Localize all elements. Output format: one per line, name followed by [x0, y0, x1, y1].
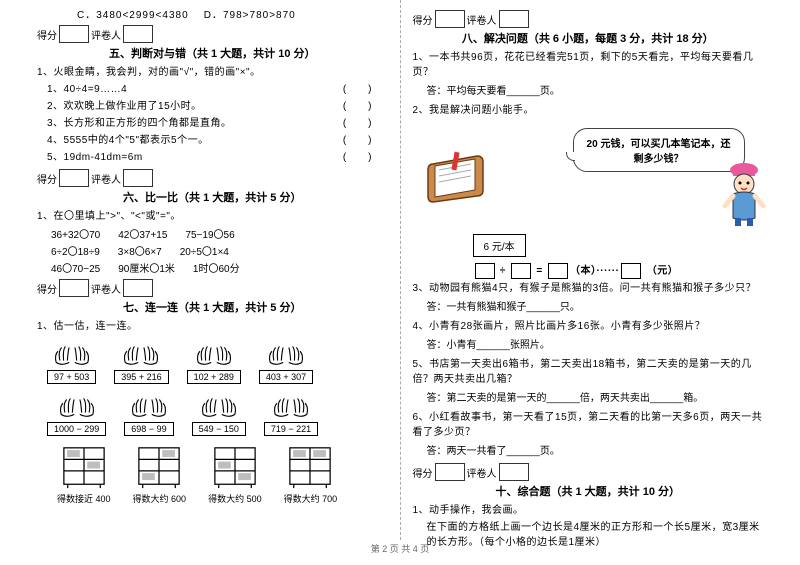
score-row-8: 得分 评卷人: [413, 10, 764, 28]
price-box: 6 元/本: [473, 234, 526, 257]
chef-icon: [719, 160, 769, 230]
a5: 答：第二天卖的是第一天的______倍，两天共卖出______箱。: [427, 389, 764, 404]
a3: 答：一共有熊猫和猴子______只。: [427, 298, 764, 313]
hands-row: 1000 − 299 698 − 99 549 − 150 719 − 221: [47, 392, 388, 436]
q1: 1、一本书共96页，花花已经看完51页，剩下的5天看完，平均每天要看几页？: [413, 50, 764, 80]
hands-icon: [267, 392, 315, 420]
q3: 3、动物园有熊猫4只，有猴子是熊猫的3倍。问一共有熊猫和猴子多少只？: [413, 281, 764, 296]
cmp-row: 6÷2〇18÷93×8〇6×720÷5〇1×4: [51, 243, 388, 258]
cmp-row: 46〇70−2590厘米〇1米1时〇60分: [51, 260, 388, 275]
opt-d: D．798>780>870: [204, 10, 296, 21]
sec8-title: 八、解决问题（共 6 小题，每题 3 分，共计 18 分）: [413, 30, 764, 46]
hands-icon: [48, 340, 96, 368]
sec5-item: 3、长方形和正方形的四个角都是直角。( ): [47, 116, 388, 131]
sec6-intro: 1、在〇里填上">"、"<"或"="。: [37, 209, 388, 224]
score-row-6: 得分 评卷人: [37, 169, 388, 187]
cabinet-icon: [60, 444, 108, 490]
hands-icon: [190, 340, 238, 368]
a4: 答：小青有______张照片。: [427, 336, 764, 351]
hands-icon: [262, 340, 310, 368]
opt-c: C．3480<2999<4380: [77, 10, 189, 21]
sec7-intro: 1、估一估，连一连。: [37, 319, 388, 334]
formula-line: ÷ = （本）······ （元）: [473, 263, 764, 279]
cmp-row: 36+32〇7042〇37+1575−19〇56: [51, 226, 388, 241]
q4: 4、小青有28张画片，照片比画片多16张。小青有多少张照片？: [413, 319, 764, 334]
hands-icon: [195, 392, 243, 420]
hands-row: 97 + 503 395 + 216 102 + 289 403 + 307: [47, 340, 388, 384]
sec7-title: 七、连一连（共 1 大题，共计 5 分）: [37, 299, 388, 315]
sec10-q1: 1、动手操作，我会画。: [413, 503, 764, 518]
hands-icon: [125, 392, 173, 420]
sec10-title: 十、综合题（共 1 大题，共计 10 分）: [413, 483, 764, 499]
problem-illustration: 20 元钱，可以买几本笔记本，还剩多少钱？: [423, 124, 764, 224]
notebook-icon: [423, 150, 493, 206]
hands-icon: [53, 392, 101, 420]
sec5-item: 4、5555中的4个"5"都表示5个一。( ): [47, 133, 388, 148]
sec5-item: 2、欢欢晚上做作业用了15小时。( ): [47, 99, 388, 114]
a1: 答：平均每天要看______页。: [427, 82, 764, 97]
cabinet-icon: [286, 444, 334, 490]
cabinets-row: 得数接近 400 得数大约 600 得数大约 500 得数大约 700: [57, 444, 388, 505]
q6: 6、小红看故事书，第一天看了15页，第二天看的比第一天多6页，两天一共看了多少页…: [413, 410, 764, 440]
sec5-item: 1、40÷4=9……4( ): [47, 82, 388, 97]
a6: 答：两天一共看了______页。: [427, 442, 764, 457]
q2: 2、我是解决问题小能手。: [413, 103, 764, 118]
cabinet-icon: [135, 444, 183, 490]
sec6-title: 六、比一比（共 1 大题，共计 5 分）: [37, 189, 388, 205]
score-row-10: 得分 评卷人: [413, 463, 764, 481]
q5: 5、书店第一天卖出6箱书，第二天卖出18箱书，第二天卖的是第一天的几倍？两天共卖…: [413, 357, 764, 387]
sec10-body: 在下面的方格纸上画一个边长是4厘米的正方形和一个长5厘米，宽3厘米的长方形。（每…: [413, 520, 764, 550]
sec5-item: 5、19dm-41dm=6m( ): [47, 150, 388, 165]
score-row-5: 得分 评卷人: [37, 25, 388, 43]
hands-icon: [117, 340, 165, 368]
score-row-7: 得分 评卷人: [37, 279, 388, 297]
sec5-intro: 1、火眼金睛，我会判，对的画"√"，错的画"×"。: [37, 65, 388, 80]
sec5-title: 五、判断对与错（共 1 大题，共计 10 分）: [37, 45, 388, 61]
cabinet-icon: [211, 444, 259, 490]
